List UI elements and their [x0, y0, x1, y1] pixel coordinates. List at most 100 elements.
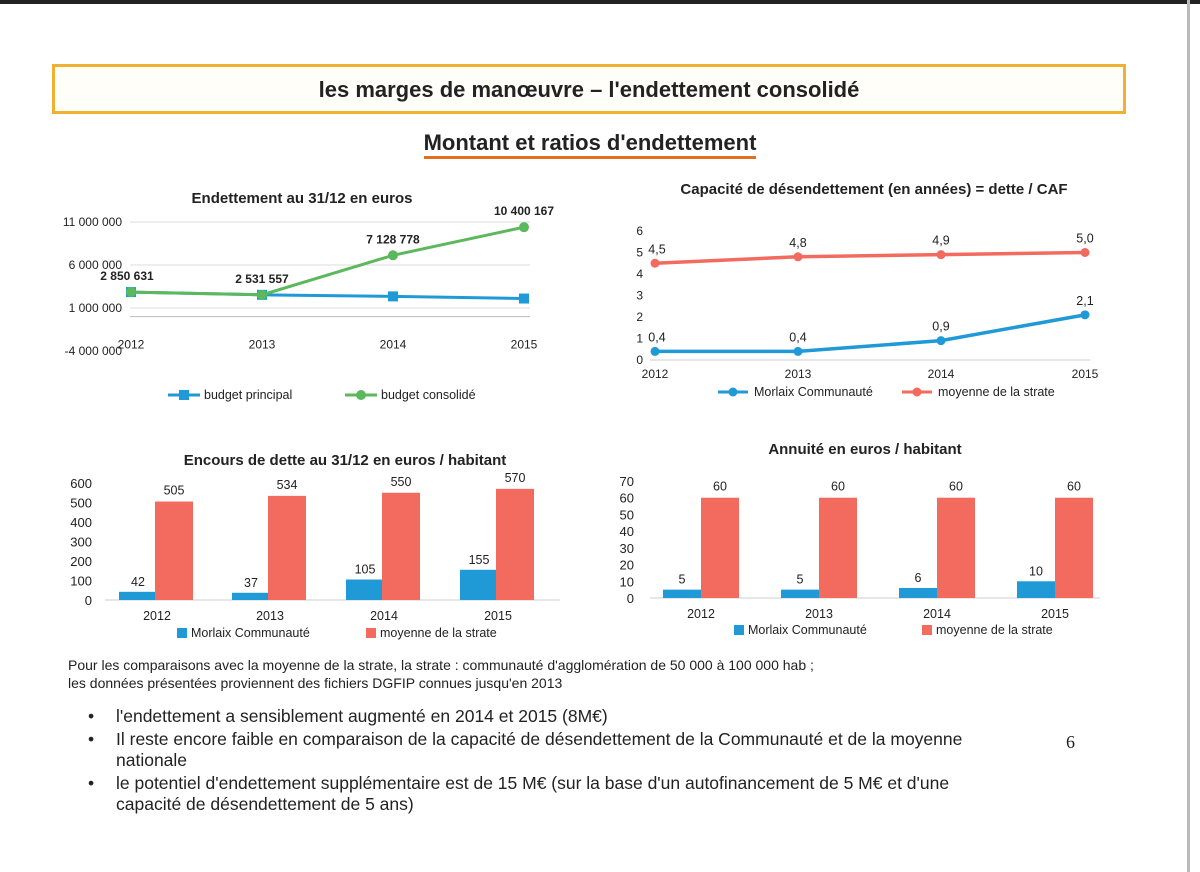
y-tick-label: 0: [627, 591, 634, 606]
x-tick-label: 2015: [484, 609, 512, 623]
y-tick-label: 60: [620, 491, 634, 506]
data-label: 60: [1067, 480, 1081, 494]
y-tick-label: 500: [70, 496, 92, 511]
data-label: 42: [131, 575, 145, 589]
chart-title: Endettement au 31/12 en euros: [192, 190, 413, 207]
bar: [701, 497, 739, 598]
legend-label: Morlaix Communauté: [754, 385, 873, 399]
x-tick-label: 2012: [642, 367, 669, 381]
data-point: [126, 287, 136, 298]
data-label: 155: [469, 553, 490, 567]
x-tick-label: 2013: [805, 607, 833, 621]
x-tick-label: 2015: [1072, 367, 1099, 381]
bar: [819, 497, 857, 598]
legend-swatch: [922, 625, 932, 635]
data-label: 6: [915, 571, 922, 585]
note-line: Pour les comparaisons avec la moyenne de…: [68, 657, 814, 673]
data-point: [257, 289, 267, 300]
data-label: 534: [277, 478, 298, 492]
data-label: 505: [164, 484, 185, 498]
y-tick-label: 0: [636, 353, 643, 367]
legend-label: moyenne de la strate: [936, 623, 1053, 637]
debt-per-inhabitant-chart: Encours de dette au 31/12 en euros / hab…: [70, 452, 560, 640]
annuity-per-inhabitant-chart: Annuité en euros / habitant 706050403020…: [620, 441, 1100, 637]
data-label: 4,5: [648, 242, 665, 256]
data-label: 2 531 557: [235, 272, 289, 286]
y-tick-label: 50: [620, 507, 634, 522]
data-label: 0,9: [932, 320, 949, 334]
top-border: [0, 0, 1200, 4]
section-heading-text: Montant et ratios d'endettement: [423, 130, 757, 159]
debt-line-chart: Endettement au 31/12 en euros 11 000 000…: [63, 190, 555, 402]
bullet-icon: •: [88, 706, 95, 726]
y-tick-label: 20: [620, 558, 634, 573]
x-tick-label: 2014: [928, 367, 955, 381]
bar: [937, 497, 975, 598]
bar: [268, 495, 306, 600]
legend-swatch: [366, 628, 376, 638]
y-tick-label: 30: [620, 541, 634, 556]
page-number: 6: [1066, 732, 1075, 752]
data-label: 4,9: [932, 234, 949, 248]
legend-label: budget consolidé: [381, 388, 476, 402]
x-tick-label: 2015: [1041, 607, 1069, 621]
strata-note: Pour les comparaisons avec la moyenne de…: [68, 656, 1068, 692]
y-tick-label: 1 000 000: [69, 301, 123, 315]
y-tick-label: 11 000 000: [63, 215, 122, 229]
y-tick-label: 40: [620, 524, 634, 539]
x-tick-label: 2013: [249, 338, 276, 352]
data-label: 2,1: [1076, 294, 1093, 308]
x-tick-label: 2012: [143, 609, 171, 623]
data-label: 5: [797, 573, 804, 587]
y-tick-label: 200: [70, 554, 92, 569]
data-point: [1080, 310, 1090, 320]
data-label: 60: [713, 480, 727, 494]
page-title: les marges de manœuvre – l'endettement c…: [318, 77, 860, 102]
data-label: 60: [949, 480, 963, 494]
x-tick-label: 2012: [118, 338, 145, 352]
data-point: [519, 222, 529, 233]
series-line: [130, 225, 525, 297]
data-point: [650, 346, 660, 356]
data-label: 2 850 631: [100, 269, 154, 283]
legend-marker: [728, 387, 738, 397]
y-tick-label: 3: [636, 289, 643, 303]
bar: [155, 501, 193, 600]
bullet-icon: •: [88, 729, 95, 749]
list-item-text: le potentiel d'endettement supplémentair…: [116, 773, 950, 814]
data-label: 550: [391, 475, 412, 489]
y-tick-label: 6 000 000: [69, 258, 123, 272]
x-tick-label: 2013: [785, 367, 812, 381]
data-point: [1080, 248, 1090, 257]
legend-label: Morlaix Communauté: [191, 626, 310, 640]
list-item: • Il reste encore faible en comparaison d…: [86, 729, 986, 771]
data-point: [650, 258, 660, 268]
list-item-text: Il reste encore faible en comparaison de…: [116, 729, 963, 770]
chart-grid: [130, 221, 530, 309]
data-label: 10: [1029, 564, 1043, 578]
title-banner: les marges de manœuvre – l'endettement c…: [52, 64, 1126, 114]
bar: [119, 591, 157, 600]
chart-title: Capacité de désendettement (en années) =…: [680, 181, 1067, 198]
y-tick-label: -4 000 000: [65, 344, 123, 358]
data-point: [388, 291, 398, 302]
x-tick-label: 2014: [923, 607, 951, 621]
x-tick-label: 2014: [380, 338, 407, 352]
bar: [899, 587, 937, 598]
y-tick-label: 70: [620, 474, 634, 489]
y-tick-label: 4: [636, 267, 643, 281]
conclusion-list: • l'endettement a sensiblement augmenté e…: [86, 706, 986, 817]
legend-swatch: [177, 628, 187, 638]
legend-marker: [179, 390, 189, 400]
data-label: 570: [505, 471, 526, 485]
data-point: [793, 252, 803, 262]
y-tick-label: 10: [620, 574, 634, 589]
legend-label: Morlaix Communauté: [748, 623, 867, 637]
legend-label: budget principal: [204, 388, 292, 402]
legend-label: moyenne de la strate: [380, 626, 497, 640]
y-tick-label: 100: [70, 574, 92, 589]
bar: [346, 579, 384, 600]
bar: [1055, 497, 1093, 598]
data-label: 60: [831, 480, 845, 494]
series-line: [654, 250, 1086, 265]
